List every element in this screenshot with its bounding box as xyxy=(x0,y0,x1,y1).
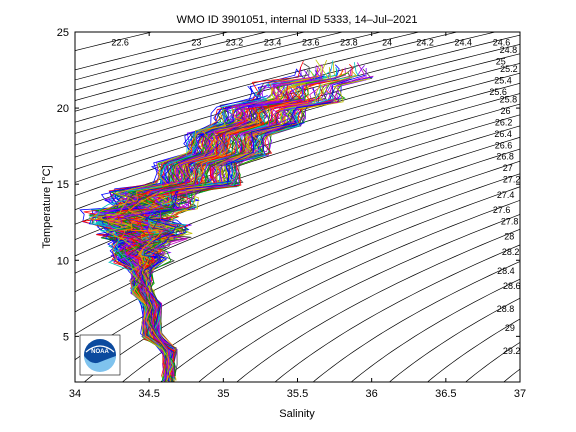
isopycnal-line xyxy=(75,53,520,183)
profile-line xyxy=(116,85,289,380)
isopycnal-line xyxy=(350,278,520,382)
x-tick-label: 37 xyxy=(514,388,526,400)
isopycnal-line xyxy=(121,186,520,382)
density-contour-labels: 22.6 23 23.2 23.4 23.6 23.8 24 24.2 24.4 24.624.8… xyxy=(111,38,520,356)
isopycnal-label: 25.2 xyxy=(500,64,518,74)
y-tick-label: 5 xyxy=(63,331,69,343)
profile-line xyxy=(127,98,303,381)
isopycnal-line xyxy=(75,63,520,197)
isopycnal-line xyxy=(75,125,520,293)
isopycnal-label: 27.8 xyxy=(501,216,519,226)
profile-line xyxy=(140,122,304,380)
isopycnal-line xyxy=(75,148,520,335)
isopycnal-line xyxy=(75,32,268,81)
profile-line xyxy=(139,78,370,379)
profile-line xyxy=(102,95,268,378)
y-tick-label: 20 xyxy=(57,103,69,115)
isopycnal-label: 27.2 xyxy=(503,175,521,185)
y-tick-label: 25 xyxy=(57,27,69,39)
x-tick-label: 34.5 xyxy=(138,388,159,400)
noaa-logo-text: NOAA xyxy=(91,349,109,355)
isopycnal-label: 22.6 xyxy=(111,38,129,48)
isopycnal-label: 29.2 xyxy=(503,346,521,356)
isopycnal-line xyxy=(198,214,520,382)
y-axis-label: Temperature [°C] xyxy=(41,165,53,248)
isopycnal-label: 26.4 xyxy=(494,129,512,139)
isopycnal-line xyxy=(75,72,520,211)
isopycnal-label: 24.4 xyxy=(455,38,473,48)
isopycnal-line xyxy=(75,43,520,170)
isopycnal-label: 28.8 xyxy=(497,304,515,314)
profile-line xyxy=(138,102,331,381)
profile-line xyxy=(92,87,268,382)
isopycnal-label: 23.8 xyxy=(340,38,358,48)
y-axis-ticks: 5 10 15 20 25 xyxy=(57,27,520,343)
isopycnal-label: 25 xyxy=(496,57,506,67)
isopycnal-line xyxy=(75,32,459,134)
isopycnal-line xyxy=(75,114,520,274)
y-tick-label: 10 xyxy=(57,255,69,267)
profile-line xyxy=(123,76,340,382)
profile-line xyxy=(123,105,263,377)
isopycnal-label: 25.8 xyxy=(500,95,518,105)
isopycnal-label: 28.2 xyxy=(502,247,520,257)
x-tick-label: 34 xyxy=(69,388,81,400)
isopycnal-label: 28.4 xyxy=(497,266,515,276)
isopycnal-label: 23.4 xyxy=(264,38,282,48)
isopycnal-line xyxy=(236,228,520,382)
profile-line xyxy=(96,108,227,382)
isopycnal-label: 26.8 xyxy=(496,152,514,162)
isopycnal-label: 23 xyxy=(191,38,201,48)
profile-line xyxy=(122,72,349,377)
isopycnal-label: 27.6 xyxy=(493,205,511,215)
isopycnal-label: 24.8 xyxy=(500,45,518,55)
isopycnal-line xyxy=(388,297,520,382)
x-tick-label: 35 xyxy=(217,388,229,400)
profile-line xyxy=(142,75,374,382)
noaa-logo: NOAA xyxy=(79,334,121,376)
argo-profiles xyxy=(79,59,374,382)
isopycnal-label: 29 xyxy=(505,323,515,333)
isopycnal-line xyxy=(426,318,520,382)
isopycnal-line xyxy=(312,261,520,382)
profile-line xyxy=(104,78,313,377)
isopycnal-line xyxy=(75,32,306,91)
isopycnal-label: 23.6 xyxy=(302,38,320,48)
isopycnal-label: 24.6 xyxy=(493,38,511,48)
isopycnal-label: 28 xyxy=(504,232,514,242)
isopycnal-line xyxy=(75,32,345,101)
isopycnal-line xyxy=(75,160,520,361)
x-tick-label: 35.5 xyxy=(287,388,308,400)
profile-line xyxy=(107,65,321,379)
isopycnal-label: 26.2 xyxy=(495,118,513,128)
isopycnal-label: 25.6 xyxy=(489,87,507,97)
isopycnal-label: 28.6 xyxy=(503,281,521,291)
isopycnal-line xyxy=(75,32,421,123)
chart-title: WMO ID 3901051, internal ID 5333, 14–Jul… xyxy=(177,14,418,26)
isopycnal-label: 24 xyxy=(382,38,392,48)
x-tick-label: 36.5 xyxy=(435,388,456,400)
isopycnal-label: 27.4 xyxy=(497,190,515,200)
x-axis-ticks: 34 34.5 35 35.5 36 36.5 37 xyxy=(69,32,526,400)
isopycnal-label: 27 xyxy=(503,163,513,173)
isopycnal-line xyxy=(83,173,520,382)
isopycnal-label: 25.4 xyxy=(494,76,512,86)
isopycnal-label: 23.2 xyxy=(226,38,244,48)
x-tick-label: 36 xyxy=(366,388,378,400)
isopycnal-line xyxy=(274,244,520,382)
isopycnal-label: 26.6 xyxy=(495,140,513,150)
x-axis-label: Salinity xyxy=(279,408,315,420)
isopycnal-label: 26 xyxy=(500,106,510,116)
isopycnal-line xyxy=(160,199,520,382)
isopycnal-label: 24.2 xyxy=(416,38,434,48)
isopycnal-line xyxy=(75,136,520,313)
isopycnal-line xyxy=(75,32,383,112)
isopycnal-line xyxy=(75,103,520,257)
profile-line xyxy=(126,110,281,377)
y-tick-label: 15 xyxy=(57,179,69,191)
